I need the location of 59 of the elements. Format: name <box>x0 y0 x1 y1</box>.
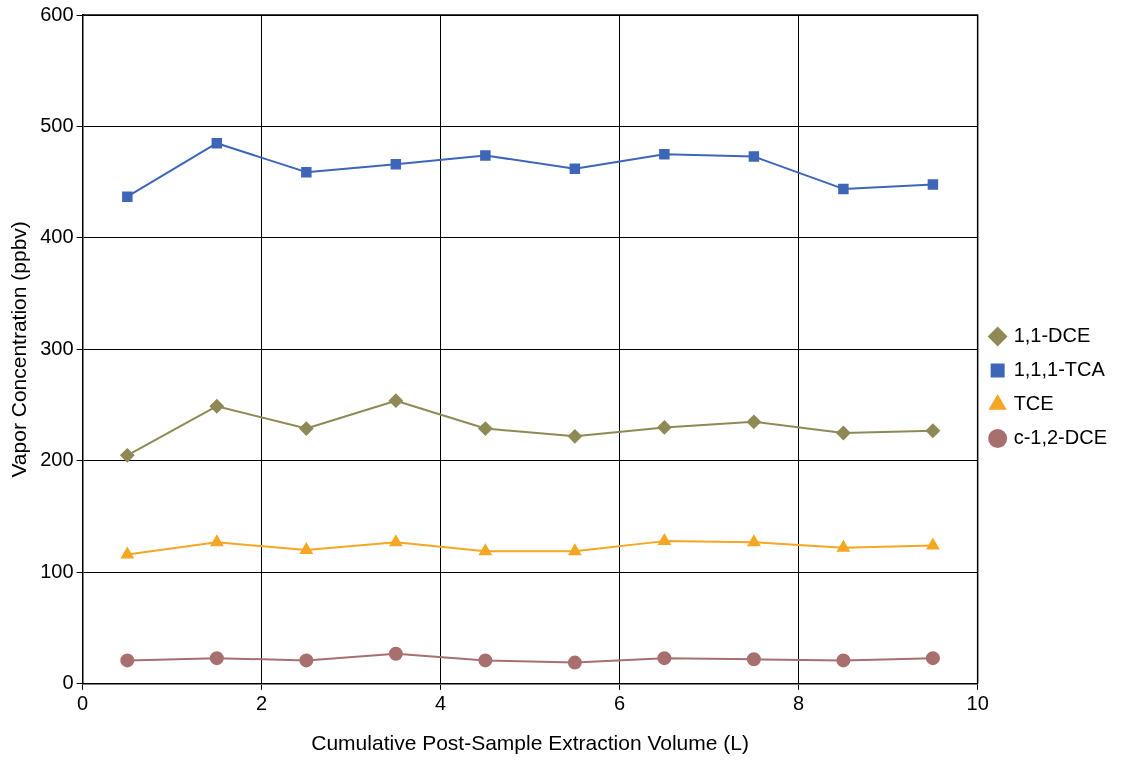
x-tick-label: 10 <box>966 692 989 715</box>
y-axis-title: Vapor Concentration (ppbv) <box>7 221 31 478</box>
x-tick-label: 0 <box>77 692 89 715</box>
point <box>301 166 312 178</box>
point <box>836 426 851 440</box>
legend-label: TCE <box>1013 392 1054 415</box>
point <box>925 423 940 438</box>
point <box>748 151 760 162</box>
point <box>926 538 940 550</box>
x-tick-label: 2 <box>256 692 268 715</box>
point <box>122 191 133 202</box>
point <box>838 183 849 195</box>
legend-label: 1,1,1-TCA <box>1013 358 1106 381</box>
point <box>567 655 582 670</box>
point <box>747 535 761 547</box>
point <box>657 651 672 666</box>
point <box>925 651 940 666</box>
point <box>478 421 493 436</box>
point <box>120 448 135 463</box>
point <box>299 653 314 668</box>
point <box>568 544 582 556</box>
y-tick-label: 500 <box>40 113 74 136</box>
y-tick-label: 100 <box>40 559 74 582</box>
x-axis-title: Cumulative Post-Sample Extraction Volume (L) <box>311 731 749 755</box>
point <box>480 150 491 161</box>
point <box>569 163 581 175</box>
point <box>658 534 671 546</box>
point <box>657 420 672 435</box>
point <box>209 651 224 666</box>
point <box>299 421 314 436</box>
y-tick-label: 400 <box>40 225 74 248</box>
point <box>659 149 670 160</box>
point <box>209 399 224 414</box>
point <box>567 429 582 444</box>
point <box>390 159 402 170</box>
point <box>927 179 939 190</box>
point <box>388 393 403 408</box>
point <box>121 547 134 559</box>
x-tick-label: 8 <box>793 692 805 715</box>
y-tick-label: 300 <box>40 336 74 359</box>
point <box>746 414 761 429</box>
y-tick-label: 200 <box>40 448 74 471</box>
point <box>120 653 135 668</box>
legend-label: c-1,2-DCE <box>1013 426 1108 449</box>
point <box>388 646 403 661</box>
y-tick-label: 600 <box>40 2 74 25</box>
point <box>746 652 761 667</box>
legend-label: 1,1-DCE <box>1013 324 1091 347</box>
x-tick-label: 6 <box>614 692 626 715</box>
y-tick-label: 0 <box>62 671 74 694</box>
point <box>836 653 851 668</box>
x-tick-label: 4 <box>435 692 447 715</box>
point <box>300 543 313 555</box>
point <box>389 535 403 547</box>
point <box>478 653 493 668</box>
point <box>837 540 850 552</box>
point <box>211 137 223 149</box>
point <box>479 544 492 556</box>
point <box>210 535 224 547</box>
